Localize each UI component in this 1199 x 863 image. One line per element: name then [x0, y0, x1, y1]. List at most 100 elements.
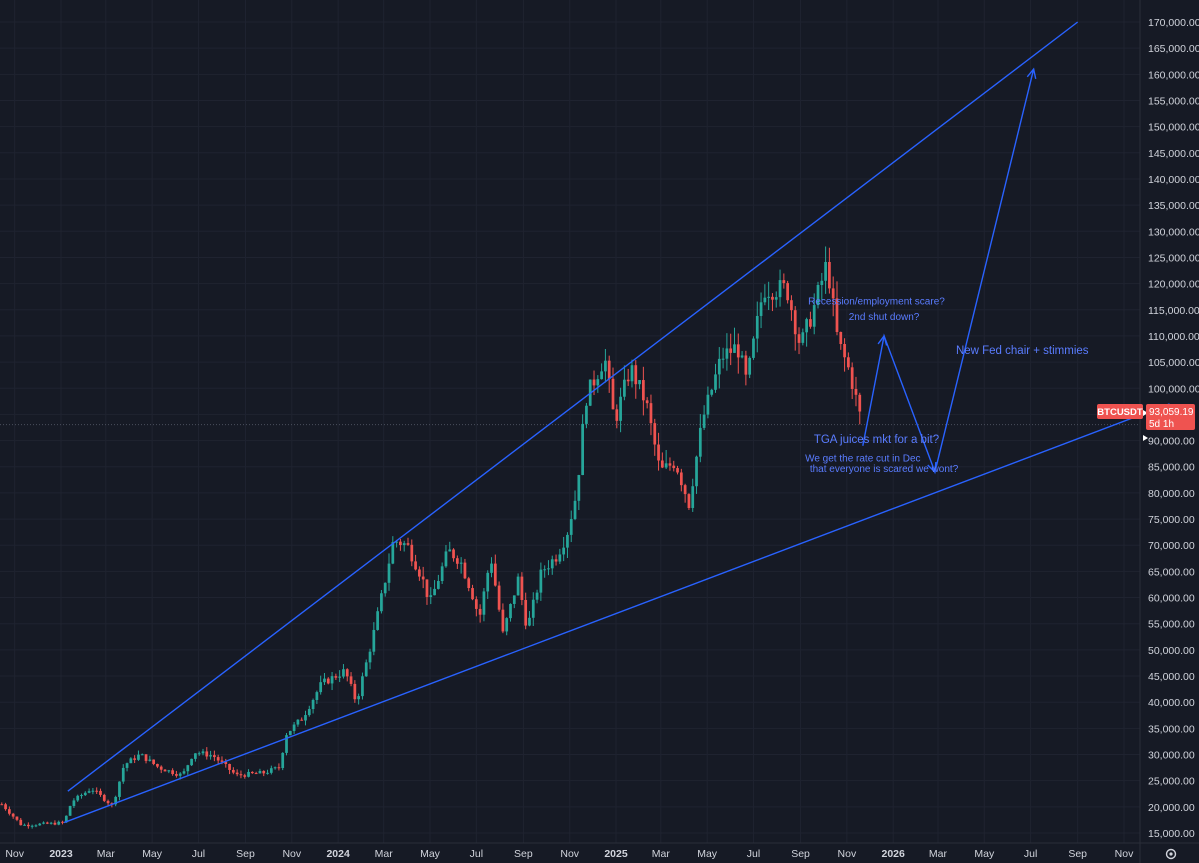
- candle-body: [250, 771, 254, 774]
- candle-body: [68, 805, 72, 816]
- candle-body: [133, 758, 137, 760]
- candle-body: [361, 676, 364, 697]
- candle: [254, 771, 258, 775]
- candle: [182, 768, 186, 775]
- candle: [277, 763, 281, 771]
- price-tick-label: 20,000.00: [1148, 802, 1195, 814]
- candle-body: [793, 310, 797, 335]
- candle-body: [706, 394, 710, 415]
- candle: [847, 352, 850, 370]
- price-tick-label: 155,000.00: [1148, 95, 1199, 107]
- candle: [159, 765, 163, 774]
- candle: [520, 572, 524, 606]
- candle: [231, 767, 235, 775]
- candle-body: [72, 800, 76, 806]
- candle: [144, 754, 148, 764]
- candle: [273, 766, 277, 770]
- candle-body: [61, 821, 64, 823]
- last-price-label: 93,059.19: [1149, 407, 1194, 418]
- candle: [763, 284, 767, 306]
- candle: [577, 474, 581, 511]
- candle-body: [455, 558, 459, 564]
- candle-body: [418, 569, 421, 577]
- candle-body: [376, 611, 379, 630]
- candle-body: [820, 280, 824, 285]
- candle-body: [668, 463, 672, 466]
- candle: [106, 799, 110, 806]
- price-tick-label: 105,000.00: [1148, 357, 1199, 369]
- candle: [615, 404, 619, 429]
- candle-body: [353, 683, 357, 700]
- candle-body: [790, 300, 793, 311]
- candle: [505, 617, 509, 636]
- candle: [372, 622, 376, 656]
- candle: [672, 460, 676, 472]
- candle-body: [528, 617, 531, 626]
- price-tick-label: 55,000.00: [1148, 619, 1195, 631]
- candle-body: [782, 280, 786, 284]
- projection-path[interactable]: [862, 68, 1035, 475]
- last-price-tag: BTCUSDT 93,059.19 5d 1h: [1097, 404, 1195, 430]
- price-tick-label: 75,000.00: [1148, 514, 1195, 526]
- time-tick-label: Nov: [282, 848, 301, 860]
- candle: [228, 763, 231, 775]
- candle: [353, 680, 357, 703]
- price-axis[interactable]: 15,000.00 20,000.00 25,000.00 30,000.00 35,0…: [1143, 17, 1199, 840]
- candle: [630, 359, 634, 388]
- candle: [687, 493, 691, 510]
- candle-body: [573, 500, 577, 520]
- candle: [440, 562, 444, 584]
- candle-body: [23, 824, 26, 826]
- candle: [501, 603, 505, 634]
- candle: [247, 769, 250, 778]
- candle-body: [850, 367, 854, 389]
- candle-body: [577, 475, 581, 501]
- candle-body: [311, 699, 315, 710]
- candle-body: [399, 541, 402, 546]
- candle: [702, 405, 706, 431]
- candle-body: [95, 790, 99, 792]
- candle: [497, 581, 501, 612]
- drawings[interactable]: [63, 21, 1170, 824]
- candle-body: [774, 297, 778, 300]
- candle-body: [391, 542, 395, 564]
- candle: [478, 604, 482, 623]
- candle-body: [326, 678, 330, 684]
- candle-body: [759, 302, 763, 316]
- candle: [83, 791, 87, 797]
- candle-body: [330, 676, 334, 684]
- candle: [721, 347, 725, 369]
- candle: [205, 747, 209, 760]
- trendline-lower[interactable]: [63, 403, 1170, 824]
- candle-body: [687, 494, 691, 508]
- annotation-text: that everyone is scared we wont?: [810, 464, 959, 475]
- annotation-text: We get the rate cut in Dec: [805, 454, 920, 465]
- price-tick-label: 90,000.00: [1148, 436, 1195, 448]
- candle: [186, 764, 190, 775]
- candle: [619, 387, 622, 433]
- candle: [224, 758, 228, 768]
- candle: [15, 816, 19, 822]
- candle: [535, 589, 539, 604]
- candle: [364, 659, 368, 677]
- candle: [114, 795, 118, 807]
- candle: [121, 764, 125, 784]
- candle: [547, 560, 550, 576]
- candle-body: [615, 409, 619, 421]
- settings-icon[interactable]: [1165, 848, 1177, 860]
- candle: [300, 717, 304, 721]
- candle-body: [543, 569, 547, 571]
- candle-body: [243, 775, 247, 777]
- candle-body: [444, 551, 448, 567]
- trendline-upper[interactable]: [67, 21, 1079, 792]
- candle: [281, 752, 285, 771]
- candle: [736, 333, 740, 374]
- candle-body: [30, 825, 34, 827]
- candle-body: [144, 754, 148, 761]
- candle: [543, 565, 547, 578]
- time-axis[interactable]: Nov 2023 Mar May Jul Sep Nov 2024 Mar May Jul Sep No…: [5, 848, 1134, 860]
- candle-body: [463, 562, 467, 579]
- candle: [660, 452, 664, 469]
- candle: [285, 733, 288, 756]
